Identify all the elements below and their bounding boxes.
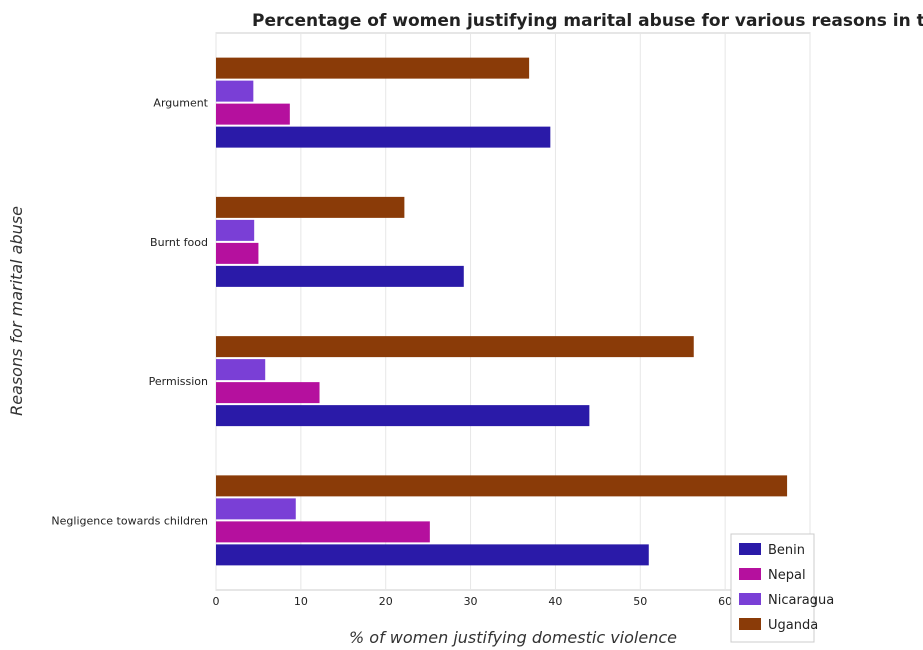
bars [216, 57, 788, 566]
category-label: Burnt food [150, 236, 208, 249]
legend-swatch [739, 593, 761, 605]
y-axis-categories: Argument Burnt food Permission Negligence t… [51, 97, 208, 528]
bar-nicaragua-argument [216, 80, 254, 102]
legend-swatch [739, 543, 761, 555]
bar-benin-burnt-food [216, 265, 464, 287]
y-axis-label: Reasons for marital abuse [7, 206, 26, 416]
x-axis-ticks: 010203040506070 [213, 595, 818, 608]
bar-uganda-argument [216, 57, 530, 79]
legend-label: Benin [768, 543, 805, 558]
plot-area [215, 32, 811, 591]
x-tick-label: 60 [718, 595, 732, 608]
x-axis-label: % of women justifying domestic violence [349, 628, 677, 647]
bar-nicaragua-negligence-towards-children [216, 498, 296, 520]
x-tick-label: 30 [464, 595, 478, 608]
category-label: Permission [149, 375, 208, 388]
chart-title: Percentage of women justifying marital a… [252, 11, 923, 31]
legend: Benin Nepal Nicaragua Uganda [730, 533, 834, 643]
x-tick-label: 50 [633, 595, 647, 608]
bar-nepal-argument [216, 103, 290, 125]
bar-nepal-negligence-towards-children [216, 521, 430, 543]
legend-swatch [739, 568, 761, 580]
grid-lines [215, 33, 811, 590]
x-tick-label: 10 [294, 595, 308, 608]
bar-nepal-burnt-food [216, 242, 259, 264]
bar-uganda-negligence-towards-children [216, 475, 788, 497]
bar-benin-negligence-towards-children [216, 544, 649, 566]
bar-uganda-permission [216, 336, 694, 358]
bar-benin-argument [216, 126, 551, 148]
bar-benin-permission [216, 405, 590, 427]
bar-nicaragua-permission [216, 359, 266, 381]
legend-swatch [739, 618, 761, 630]
x-tick-label: 20 [379, 595, 393, 608]
legend-label: Nicaragua [768, 593, 834, 608]
x-tick-label: 0 [213, 595, 220, 608]
category-label: Argument [153, 97, 208, 110]
bar-uganda-burnt-food [216, 196, 405, 218]
legend-label: Uganda [768, 618, 818, 633]
legend-label: Nepal [768, 568, 806, 583]
bar-nicaragua-burnt-food [216, 219, 255, 241]
category-label: Negligence towards children [51, 514, 208, 527]
x-tick-label: 40 [548, 595, 562, 608]
bar-nepal-permission [216, 382, 320, 404]
